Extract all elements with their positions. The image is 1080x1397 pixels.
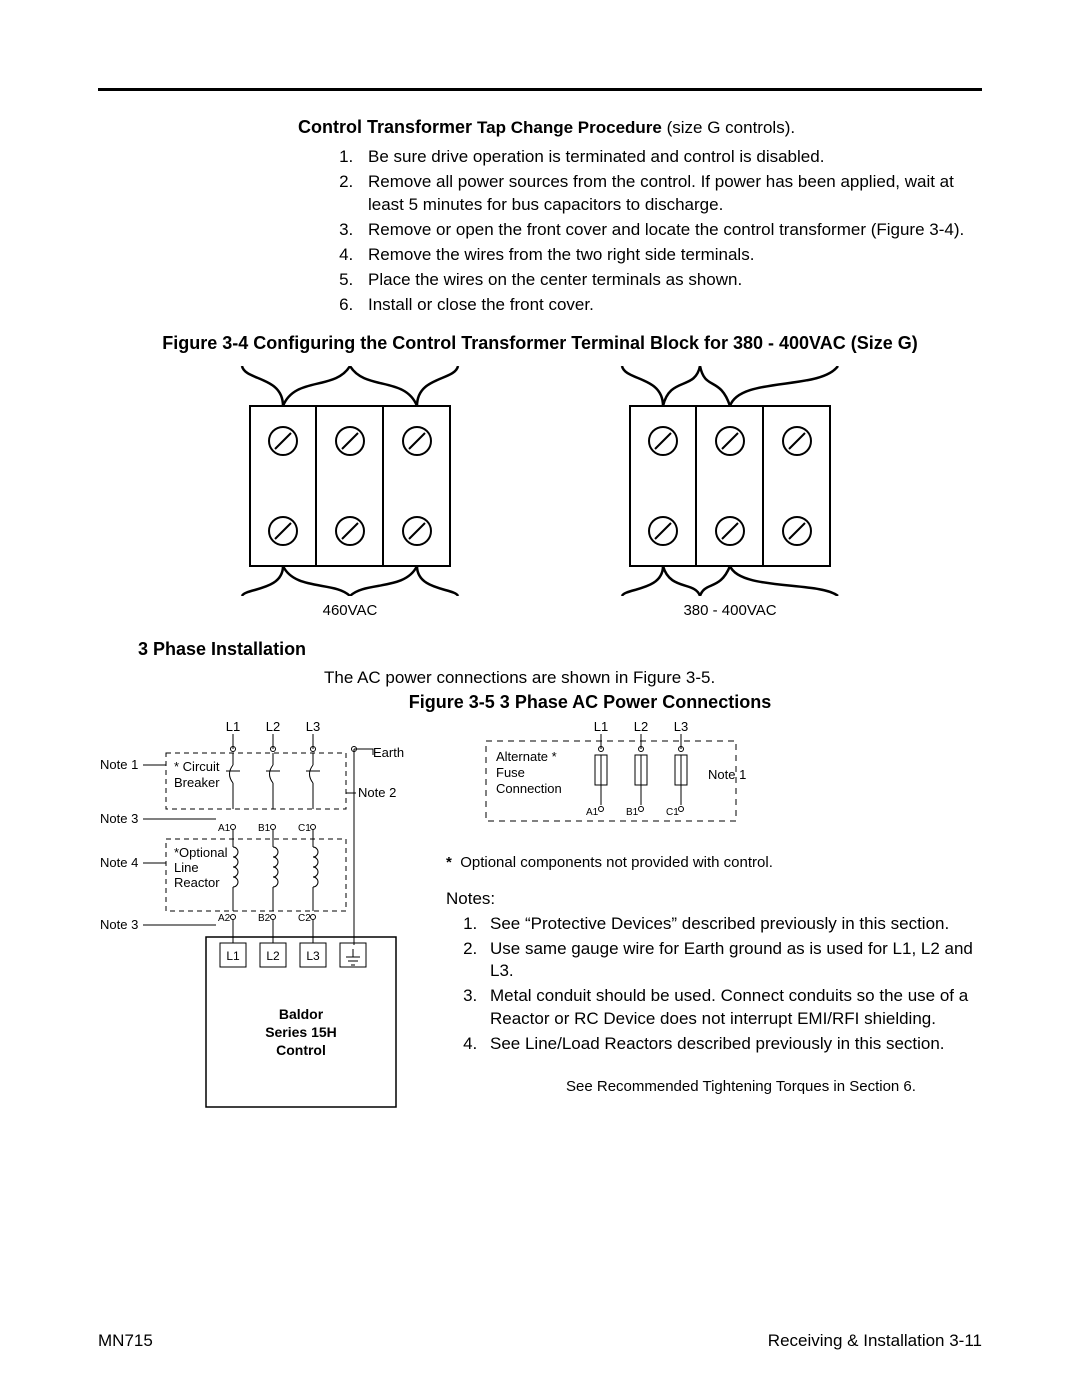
terminal-block-380-400vac: 380 - 400VAC: [620, 366, 840, 619]
terminal-block-460vac: 460VAC: [240, 366, 460, 619]
terminal-svg-380: [620, 366, 840, 596]
label-L1: L1: [226, 719, 240, 734]
box-l1: Baldor: [279, 1006, 324, 1022]
svg-text:L3: L3: [306, 949, 320, 963]
procedure-item: Remove or open the front cover and locat…: [358, 219, 982, 242]
svg-text:C1: C1: [666, 807, 679, 818]
footer-right: Receiving & Installation 3-11: [768, 1331, 982, 1351]
note-item: See Line/Load Reactors described previou…: [482, 1033, 982, 1056]
schematic-svg-main: L1 L2 L3 Earth * Circuit Breaker: [98, 719, 418, 1119]
svg-text:B1: B1: [626, 807, 639, 818]
svg-text:L3: L3: [674, 719, 688, 734]
page: Control Transformer Tap Change Procedure…: [0, 0, 1080, 1397]
terminal-svg-460: [240, 366, 460, 596]
optional-components-note: * Optional components not provided with …: [446, 854, 982, 871]
page-footer: MN715 Receiving & Installation 3-11: [98, 1331, 982, 1351]
torque-note: See Recommended Tightening Torques in Se…: [566, 1078, 982, 1095]
note-item: Metal conduit should be used. Connect co…: [482, 985, 982, 1031]
label-r1: *Optional: [174, 845, 228, 860]
label-b1: B1: [258, 823, 271, 834]
section-title: Control Transformer Tap Change Procedure…: [298, 117, 982, 138]
notes-list: See “Protective Devices” described previ…: [482, 913, 982, 1057]
figure-3-4: 460VAC: [98, 366, 982, 619]
label-r3: Reactor: [174, 875, 220, 890]
label-note3a: Note 3: [100, 811, 138, 826]
label-note3b: Note 3: [100, 917, 138, 932]
label-note1: Note 1: [100, 757, 138, 772]
top-rule: [98, 88, 982, 91]
note-item: See “Protective Devices” described previ…: [482, 913, 982, 936]
label-a2: A2: [218, 913, 231, 924]
figure-3-4-caption: Figure 3-4 Configuring the Control Trans…: [98, 333, 982, 354]
svg-text:Connection: Connection: [496, 781, 562, 796]
terminal-label-460: 460VAC: [240, 602, 460, 619]
procedure-item: Remove all power sources from the contro…: [358, 171, 982, 217]
figure-3-5: L1 L2 L3 Earth * Circuit Breaker: [98, 719, 982, 1124]
label-c1: C1: [298, 823, 311, 834]
schematic-svg-alt-fuse: L1 L2 L3 Alternate * Fuse Connection Not…: [446, 719, 766, 839]
label-note4: Note 4: [100, 855, 138, 870]
notes-label: Notes:: [446, 889, 982, 909]
phase-intro: The AC power connections are shown in Fi…: [324, 668, 982, 688]
procedure-item: Place the wires on the center terminals …: [358, 269, 982, 292]
svg-text:Alternate *: Alternate *: [496, 749, 557, 764]
svg-text:L1: L1: [594, 719, 608, 734]
label-a1: A1: [218, 823, 231, 834]
title-strong: Control Transformer: [298, 117, 472, 137]
label-earth: Earth: [373, 745, 404, 760]
schematic-notes-column: L1 L2 L3 Alternate * Fuse Connection Not…: [446, 719, 982, 1096]
svg-text:Fuse: Fuse: [496, 765, 525, 780]
label-cb2: Breaker: [174, 775, 220, 790]
label-L2: L2: [266, 719, 280, 734]
box-l3: Control: [276, 1042, 326, 1058]
label-cb1: * Circuit: [174, 759, 220, 774]
label-c2: C2: [298, 913, 311, 924]
note-item: Use same gauge wire for Earth ground as …: [482, 938, 982, 984]
svg-text:A1: A1: [586, 807, 599, 818]
procedure-item: Install or close the front cover.: [358, 294, 982, 317]
terminal-label-380: 380 - 400VAC: [620, 602, 840, 619]
label-note2: Note 2: [358, 785, 396, 800]
procedure-list: Be sure drive operation is terminated an…: [358, 146, 982, 317]
phase-heading: 3 Phase Installation: [138, 639, 982, 660]
svg-text:L2: L2: [266, 949, 280, 963]
footer-left: MN715: [98, 1331, 153, 1351]
label-b2: B2: [258, 913, 271, 924]
svg-text:L1: L1: [226, 949, 240, 963]
label-L3: L3: [306, 719, 320, 734]
schematic-main: L1 L2 L3 Earth * Circuit Breaker: [98, 719, 418, 1124]
title-mid: Tap Change Procedure: [477, 118, 662, 137]
optional-components-text: Optional components not provided with co…: [460, 854, 773, 871]
title-tail: (size G controls).: [662, 118, 795, 137]
procedure-item: Be sure drive operation is terminated an…: [358, 146, 982, 169]
figure-3-5-caption: Figure 3-5 3 Phase AC Power Connections: [198, 692, 982, 713]
svg-text:L2: L2: [634, 719, 648, 734]
svg-text:Note 1: Note 1: [708, 767, 746, 782]
procedure-item: Remove the wires from the two right side…: [358, 244, 982, 267]
label-r2: Line: [174, 860, 199, 875]
box-l2: Series 15H: [265, 1024, 337, 1040]
